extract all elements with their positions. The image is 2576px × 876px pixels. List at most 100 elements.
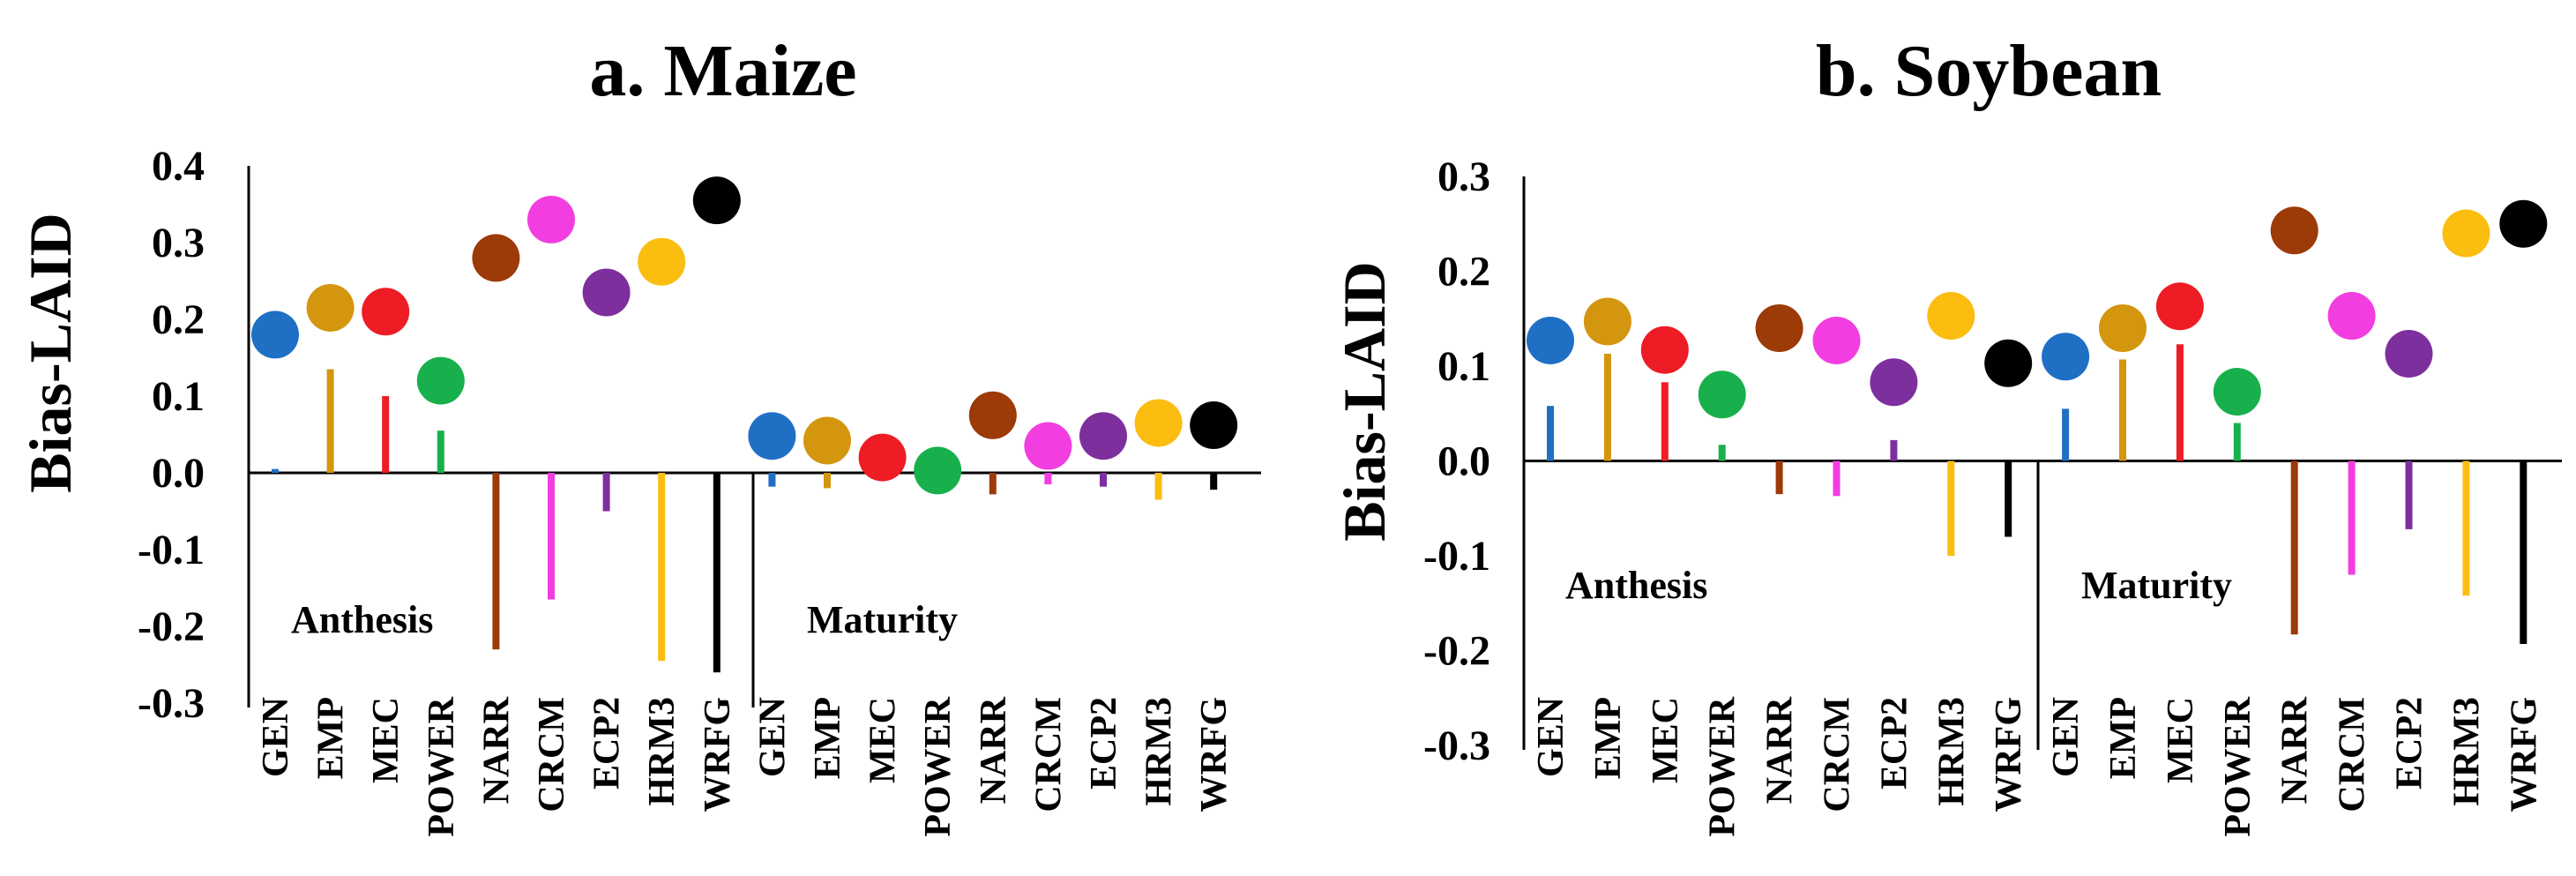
dot-wrfg	[1984, 339, 2033, 387]
x-tick-label: ECP2	[1084, 697, 1124, 790]
y-tick-label: 0.2	[152, 296, 205, 343]
x-tick-label: ECP2	[2390, 697, 2430, 790]
dot-emp	[306, 283, 355, 332]
dot-hrm3	[2442, 209, 2490, 258]
x-tick-label: NARR	[2275, 696, 2316, 804]
dot-power	[914, 446, 962, 495]
bar-crcm	[548, 473, 555, 600]
bar-crcm	[2348, 460, 2356, 575]
x-tick-label: WRFG	[1989, 697, 2029, 812]
x-tick-label: HRM3	[1931, 697, 1972, 806]
x-tick-label: HRM3	[2446, 697, 2487, 806]
x-tick-label: WRFG	[2504, 697, 2544, 812]
x-tick-label: POWER	[918, 696, 959, 836]
bar-power	[2233, 423, 2241, 461]
dot-ecp2	[582, 268, 631, 317]
x-tick-label: ECP2	[587, 697, 628, 790]
y-tick-label: -0.3	[1423, 723, 1490, 769]
bar-gen	[272, 468, 279, 473]
y-tick-label: 0.1	[152, 373, 205, 420]
dot-narr	[1755, 304, 1803, 352]
x-tick-label: POWER	[2218, 696, 2259, 836]
dot-power	[2213, 368, 2261, 416]
x-tick-label: EMP	[2103, 697, 2144, 779]
panel-b-title: b. Soybean	[1816, 30, 2162, 112]
y-tick-label: -0.2	[138, 603, 205, 650]
bar-power	[437, 431, 444, 473]
dot-gen	[1527, 316, 1574, 364]
dot-crcm	[2327, 292, 2376, 341]
x-tick-label: MEC	[863, 697, 904, 783]
x-tick-label: CRCM	[1028, 697, 1069, 812]
bar-emp	[1603, 354, 1611, 461]
dot-gen	[251, 311, 299, 359]
dot-crcm	[1812, 316, 1861, 364]
y-tick-label: -0.3	[138, 680, 205, 727]
dot-mec	[1640, 326, 1689, 374]
phase-label: Maturity	[2081, 564, 2232, 607]
panel-maize: a. Maize Bias-LAID 0.4 0.3 0.2 0.1 0.0 -0.1 -0…	[17, 30, 1261, 837]
x-tick-label: WRFG	[1194, 697, 1235, 812]
panel-b-ylabel: Bias-LAID	[1331, 261, 1398, 541]
panel-soybean: b. Soybean Bias-LAID 0.3 0.2 0.1 0.0 -0.1 -0.…	[1331, 30, 2562, 837]
dot-power	[1698, 371, 1746, 419]
bar-wrfg	[2005, 460, 2012, 537]
x-tick-label: MEC	[2161, 697, 2201, 783]
dot-power	[416, 356, 465, 405]
y-tick-label: -0.1	[1423, 533, 1490, 580]
bar-hrm3	[1947, 460, 1955, 556]
y-tick-label: 0.1	[1437, 343, 1490, 390]
y-tick-label: 0.4	[152, 143, 205, 190]
dot-emp	[1583, 297, 1631, 346]
x-tick-label: WRFG	[698, 697, 738, 812]
y-tick-label: 0.0	[152, 450, 205, 497]
x-tick-label: CRCM	[2333, 697, 2373, 812]
x-tick-label: CRCM	[532, 697, 572, 812]
x-tick-label: ECP2	[1874, 697, 1915, 790]
bar-narr	[1775, 460, 1783, 495]
dot-hrm3	[1927, 292, 1975, 341]
x-tick-label: MEC	[366, 697, 407, 783]
dot-ecp2	[2385, 330, 2433, 378]
bar-hrm3	[2462, 460, 2470, 596]
bar-ecp2	[602, 473, 610, 512]
bar-hrm3	[658, 473, 666, 662]
bar-ecp2	[1890, 439, 1898, 461]
x-tick-label: EMP	[808, 697, 848, 779]
bar-mec	[382, 396, 390, 473]
bar-gen	[1547, 406, 1554, 461]
bar-mec	[2176, 344, 2184, 461]
bar-wrfg	[713, 473, 721, 673]
dot-mec	[362, 288, 410, 336]
x-tick-label: NARR	[1760, 696, 1801, 804]
dot-gen	[2042, 333, 2090, 381]
x-tick-label: GEN	[1531, 697, 1572, 777]
phase-label: Anthesis	[1565, 564, 1707, 607]
y-tick-label: -0.2	[1423, 628, 1490, 675]
bar-crcm	[1833, 460, 1841, 497]
bar-ecp2	[2405, 460, 2413, 529]
y-tick-label: 0.0	[1437, 438, 1490, 485]
bar-ecp2	[1100, 473, 1107, 487]
x-tick-label: NARR	[476, 696, 517, 804]
x-tick-label: POWER	[422, 696, 462, 836]
y-tick-label: 0.2	[1437, 249, 1490, 296]
x-tick-label: POWER	[1703, 696, 1743, 836]
panel-a-title: a. Maize	[589, 30, 856, 112]
dot-wrfg	[1190, 401, 1238, 450]
dot-narr	[472, 234, 520, 282]
x-tick-label: GEN	[752, 697, 793, 777]
x-tick-label: EMP	[1588, 697, 1629, 779]
x-tick-label: GEN	[256, 697, 296, 777]
bar-gen	[768, 473, 776, 487]
dot-ecp2	[1870, 358, 1918, 407]
dot-narr	[2270, 206, 2318, 255]
phase-label: Anthesis	[291, 598, 433, 641]
dot-hrm3	[1134, 399, 1183, 447]
x-tick-label: EMP	[311, 697, 352, 779]
x-tick-label: GEN	[2046, 697, 2087, 777]
bar-gen	[2062, 408, 2070, 461]
dot-gen	[748, 412, 796, 460]
x-tick-label: MEC	[1646, 697, 1686, 783]
